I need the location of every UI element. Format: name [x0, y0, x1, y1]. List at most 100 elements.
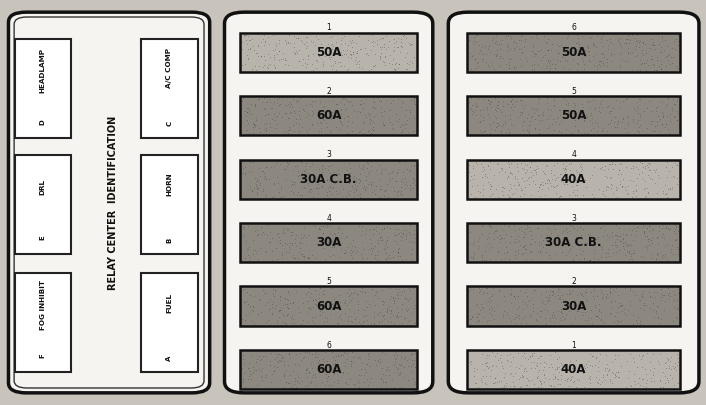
Point [493, 169, 505, 175]
Point [596, 294, 607, 301]
Point [600, 254, 611, 260]
Point [380, 378, 391, 385]
Point [546, 364, 558, 371]
Point [622, 113, 633, 119]
Point [616, 119, 628, 126]
Point [604, 110, 615, 117]
Point [481, 381, 492, 388]
Point [609, 287, 620, 294]
Point [595, 100, 606, 107]
Point [327, 349, 338, 356]
Point [530, 169, 542, 175]
Point [590, 131, 602, 138]
Point [594, 243, 606, 249]
Point [401, 305, 412, 311]
Point [466, 94, 477, 101]
Point [388, 312, 399, 318]
Point [334, 299, 345, 305]
Point [304, 112, 315, 119]
Point [466, 111, 477, 117]
Point [654, 320, 666, 326]
Point [292, 377, 303, 384]
Point [536, 240, 547, 246]
Point [248, 307, 259, 314]
Point [542, 47, 554, 53]
Point [614, 233, 626, 240]
Point [393, 249, 404, 255]
Point [472, 96, 484, 102]
Point [290, 34, 301, 41]
Point [369, 98, 380, 105]
Point [570, 384, 581, 390]
Point [404, 184, 415, 191]
Point [590, 44, 602, 50]
Point [546, 170, 557, 176]
Point [400, 35, 412, 41]
Point [339, 33, 350, 40]
Point [407, 175, 419, 181]
Point [577, 107, 588, 114]
Point [366, 181, 377, 187]
Point [306, 313, 317, 320]
Point [527, 158, 539, 165]
Point [401, 66, 412, 72]
Point [580, 288, 592, 295]
Point [272, 364, 283, 371]
Point [654, 49, 665, 55]
Point [359, 186, 371, 193]
Point [623, 250, 635, 257]
Point [354, 223, 365, 230]
Point [618, 310, 629, 316]
Point [244, 36, 255, 43]
Point [646, 127, 657, 133]
Point [558, 95, 569, 101]
Point [409, 181, 421, 188]
Point [598, 60, 609, 67]
Point [280, 102, 292, 109]
Point [542, 36, 554, 42]
Point [237, 365, 248, 371]
Point [325, 285, 337, 291]
Point [671, 194, 682, 201]
Point [621, 247, 633, 254]
Point [533, 183, 544, 190]
Point [357, 319, 369, 326]
Point [401, 296, 412, 303]
Point [562, 102, 573, 108]
Point [327, 109, 338, 116]
Point [532, 384, 544, 390]
Point [268, 62, 280, 68]
Point [575, 299, 587, 306]
Point [342, 189, 353, 196]
Point [636, 194, 647, 201]
Point [516, 110, 527, 116]
Point [626, 66, 638, 73]
Point [545, 241, 556, 247]
Point [281, 312, 292, 318]
Point [510, 186, 522, 192]
Point [647, 369, 659, 375]
Point [535, 247, 546, 253]
Point [489, 375, 501, 381]
Point [278, 166, 289, 173]
Point [287, 221, 299, 227]
Point [270, 116, 281, 123]
Point [304, 30, 315, 37]
Point [493, 378, 505, 384]
Point [657, 384, 668, 390]
Point [512, 182, 523, 189]
Point [575, 232, 587, 239]
Point [482, 179, 493, 185]
Point [505, 120, 517, 127]
Point [525, 311, 537, 317]
Point [540, 359, 551, 366]
Point [626, 227, 638, 233]
Point [561, 229, 573, 235]
Point [362, 355, 373, 362]
Point [568, 304, 580, 311]
Point [340, 51, 352, 57]
Point [485, 182, 496, 189]
Point [605, 50, 616, 57]
Point [382, 44, 393, 50]
Point [239, 255, 251, 262]
